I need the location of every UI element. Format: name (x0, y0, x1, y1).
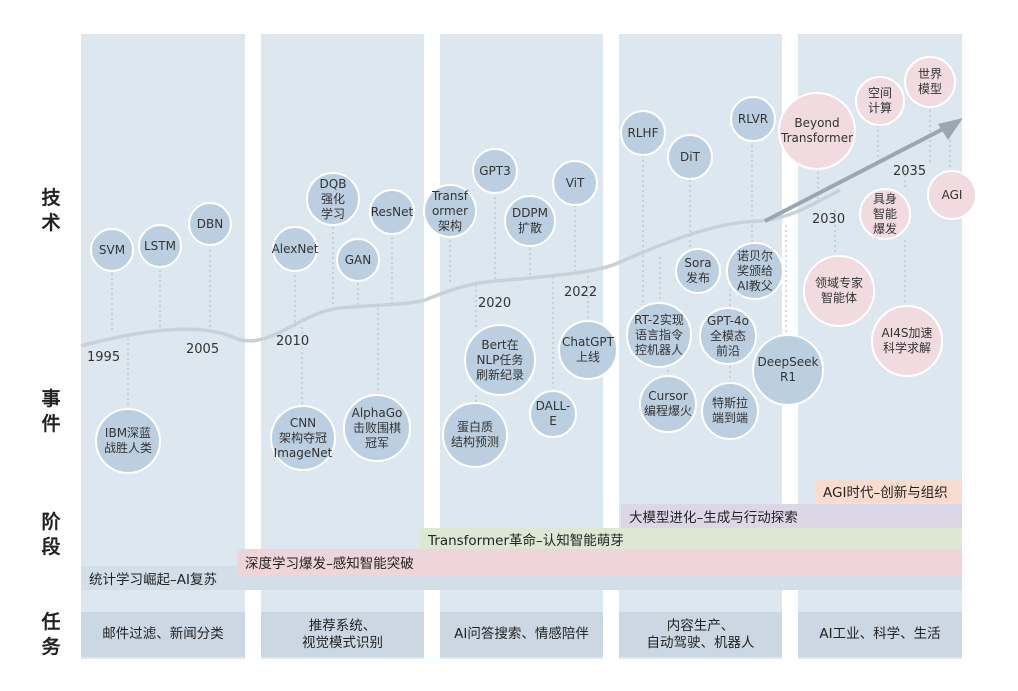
tech-svm: SVM (90, 228, 134, 272)
year-2022: 2022 (564, 285, 598, 300)
row-label-tech: 技 术 (38, 186, 64, 236)
task-era-1: 邮件过滤、新闻分类 (81, 612, 245, 657)
row-label-task: 任 务 (38, 610, 64, 660)
tech-dit: DiT (667, 134, 713, 180)
event-rt2: RT-2实现 语言指令 控机器人 (626, 302, 692, 368)
row-label-char: 件 (41, 413, 61, 435)
event-bert: Bert在 NLP任务 刷新纪录 (464, 324, 536, 396)
trend-arrow-head (938, 118, 963, 140)
event-protein: 蛋白质 结构预测 (442, 402, 508, 468)
event-cnn-imagenet: CNN 架构夺冠 ImageNet (270, 405, 336, 471)
event-nobel: 诺贝尔 奖颁给 AI教父 (726, 242, 784, 300)
year-2030: 2030 (812, 212, 846, 227)
task-era-5: AI工业、科学、生活 (798, 612, 962, 657)
event-sora: Sora 发布 (675, 248, 721, 294)
event-gpt4o: GPT-4o 全模态 前沿 (699, 307, 757, 365)
row-label-char: 技 (41, 187, 61, 209)
event-tesla: 特斯拉 端到端 (701, 382, 759, 440)
row-label-char: 段 (41, 536, 61, 558)
tech-rlvr: RLVR (730, 96, 776, 142)
year-2035: 2035 (893, 164, 927, 179)
event-chatgpt: ChatGPT 上线 (558, 320, 618, 380)
tech-dqb: DQB 强化 学习 (306, 172, 360, 226)
stage-bar-agi: AGI时代–创新与组织 (815, 479, 962, 503)
trend-line (80, 188, 841, 348)
year-2020: 2020 (478, 296, 512, 311)
task-era-3: AI问答搜索、情感陪伴 (440, 612, 603, 657)
row-label-char: 阶 (41, 511, 61, 533)
event-deepseek: DeepSeek R1 (752, 334, 824, 406)
year-2010: 2010 (276, 334, 310, 349)
event-ibm-deep-blue: IBM深蓝 战胜人类 (95, 408, 161, 474)
tech-agi: AGI (927, 170, 977, 220)
stage-bar-transformer: Transformer革命–认知智能萌芽 (420, 528, 962, 549)
event-cursor: Cursor 编程爆火 (639, 375, 697, 433)
tech-vit: ViT (552, 160, 598, 206)
tech-transformer: Transf ormer 架构 (423, 184, 477, 238)
tech-gan: GAN (336, 238, 380, 282)
stage-bar-deep-learning: 深度学习爆发–感知智能突破 (237, 549, 962, 575)
event-ai4s: AI4S加速 科学求解 (871, 305, 943, 377)
connector-lines (111, 105, 951, 410)
row-label-event: 事 件 (38, 387, 64, 437)
event-domain-agents: 领域专家 智能体 (803, 255, 875, 327)
era-column-1 (81, 34, 245, 659)
row-label-char: 任 (41, 611, 61, 633)
tech-beyond-transformer: Beyond Transformer (778, 92, 856, 170)
tech-embodied-ai: 具身 智能 爆发 (859, 188, 911, 240)
tech-ddpm: DDPM 扩散 (504, 195, 556, 247)
row-label-char: 事 (41, 388, 61, 410)
row-label-char: 术 (41, 212, 61, 234)
year-1995: 1995 (87, 350, 121, 365)
stage-bar-llm: 大模型进化–生成与行动探索 (621, 504, 962, 528)
tech-spatial-computing: 空间 计算 (855, 76, 905, 126)
event-alphago: AlphaGo 击败围棋 冠军 (343, 394, 411, 462)
tech-rlhf: RLHF (620, 110, 666, 156)
tech-alexnet: AlexNet (272, 226, 318, 272)
row-label-stage: 阶 段 (38, 510, 64, 560)
tech-dbn: DBN (188, 202, 232, 246)
event-dall-e: DALL-E (529, 390, 577, 438)
task-era-4: 内容生产、 自动驾驶、机器人 (619, 612, 782, 657)
trend-arrow (764, 126, 946, 223)
tech-gpt3: GPT3 (472, 148, 518, 194)
task-era-2: 推荐系统、 视觉模式识别 (261, 612, 424, 657)
tech-world-model: 世界 模型 (904, 56, 956, 108)
tech-resnet: ResNet (369, 189, 415, 235)
row-label-char: 务 (41, 636, 61, 658)
tech-lstm: LSTM (138, 224, 182, 268)
year-2005: 2005 (186, 342, 220, 357)
